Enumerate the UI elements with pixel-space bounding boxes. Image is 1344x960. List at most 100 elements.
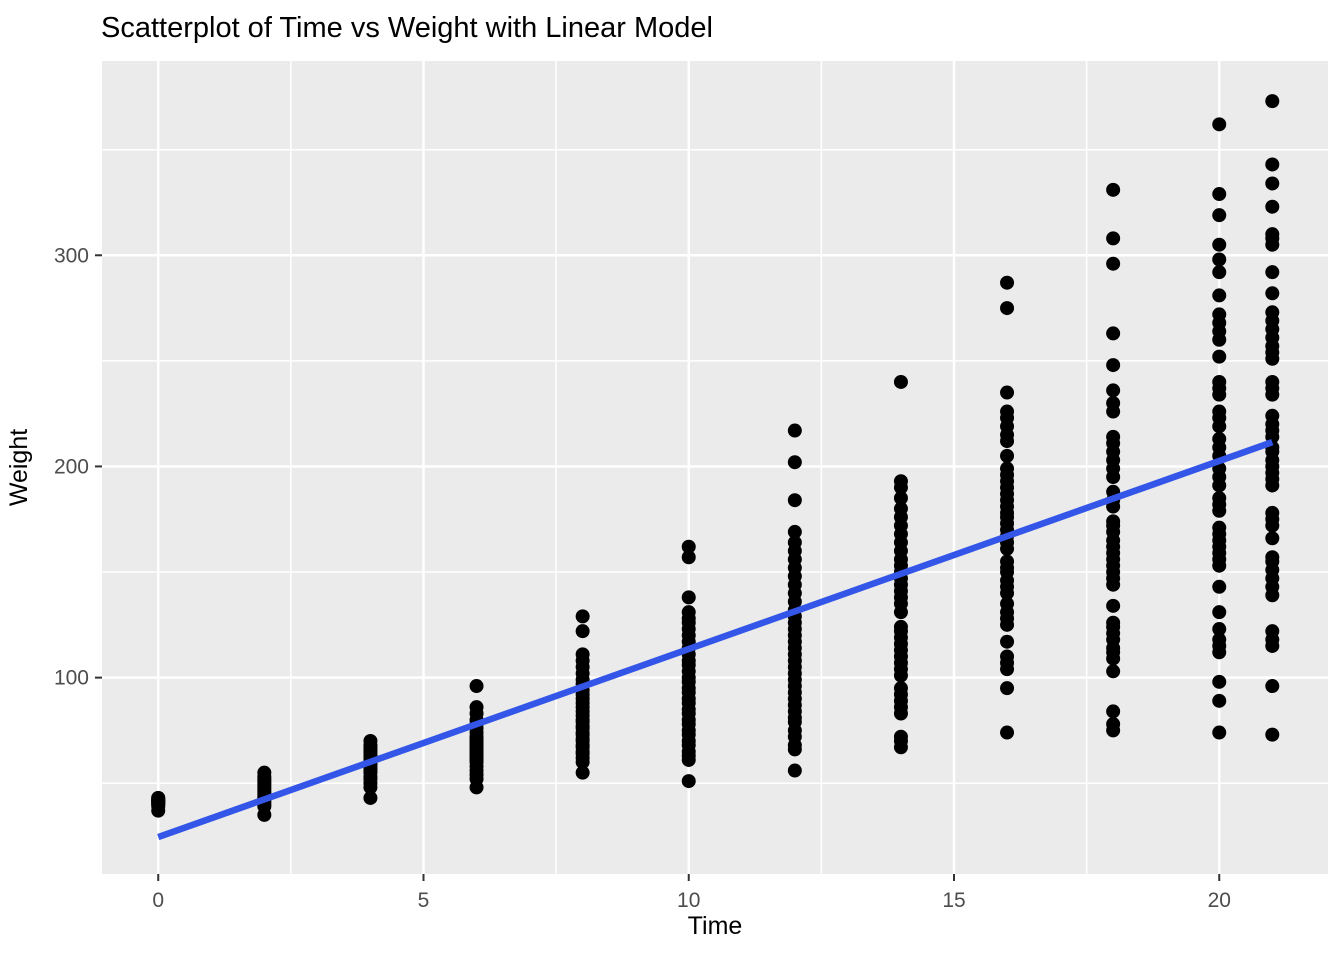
data-point (1106, 326, 1121, 341)
data-point (1000, 448, 1015, 463)
data-point (1212, 265, 1227, 280)
data-point (1000, 554, 1015, 569)
data-point (1000, 649, 1015, 664)
regression-line (157, 439, 1274, 841)
data-point (1000, 461, 1015, 476)
x-tick-label: 10 (677, 889, 700, 912)
data-point (1000, 725, 1015, 740)
data-point (1106, 358, 1121, 373)
data-point (1265, 286, 1280, 301)
data-point (1265, 265, 1280, 280)
x-tick-label: 15 (942, 889, 965, 912)
chart-title: Scatterplot of Time vs Weight with Linea… (101, 12, 713, 44)
data-point (1106, 396, 1121, 411)
y-axis-label: Weight (5, 429, 33, 506)
data-point (787, 763, 802, 778)
data-point (1265, 157, 1280, 172)
x-axis-label: Time (688, 912, 743, 940)
data-point (1212, 632, 1227, 647)
data-point (1265, 550, 1280, 565)
data-point (1265, 727, 1280, 742)
data-point (1212, 605, 1227, 620)
data-point (1106, 256, 1121, 271)
data-point (1212, 374, 1227, 389)
data-point (1265, 176, 1280, 191)
data-point (257, 765, 272, 780)
data-point (681, 539, 696, 554)
data-point (1212, 307, 1227, 322)
data-point (1212, 288, 1227, 303)
data-point (787, 455, 802, 470)
data-point (363, 790, 378, 805)
data-point (1000, 634, 1015, 649)
data-point (787, 524, 802, 539)
data-point (787, 535, 802, 550)
data-point (1212, 491, 1227, 506)
data-point (1106, 383, 1121, 398)
data-point (575, 624, 590, 639)
data-point (1106, 717, 1121, 732)
data-point (575, 765, 590, 780)
data-point (1212, 622, 1227, 637)
data-point (893, 374, 908, 389)
data-point (1265, 408, 1280, 423)
y-tick-label: 200 (54, 455, 89, 478)
data-point (1212, 674, 1227, 689)
data-point (1000, 404, 1015, 419)
x-tick-label: 20 (1208, 889, 1231, 912)
data-point (1265, 679, 1280, 694)
data-point (1212, 208, 1227, 223)
data-point (1265, 505, 1280, 520)
data-point (1106, 182, 1121, 197)
data-point (1106, 598, 1121, 613)
x-tick-label: 0 (152, 889, 164, 912)
data-point (893, 501, 908, 516)
data-point (1000, 301, 1015, 316)
data-point (1212, 349, 1227, 364)
data-point (1212, 431, 1227, 446)
data-point (893, 619, 908, 634)
data-point (363, 733, 378, 748)
data-point (1212, 693, 1227, 708)
data-point (1212, 725, 1227, 740)
x-tick-label: 5 (418, 889, 430, 912)
data-point (1212, 237, 1227, 252)
data-point (1212, 404, 1227, 419)
data-point (575, 609, 590, 624)
data-point (893, 729, 908, 744)
data-point (1106, 615, 1121, 630)
data-point (575, 647, 590, 662)
data-point (681, 590, 696, 605)
data-point (1212, 187, 1227, 202)
data-point (1106, 514, 1121, 529)
data-point (893, 681, 908, 696)
data-point (151, 790, 166, 805)
data-point (1106, 231, 1121, 246)
data-point (1106, 704, 1121, 719)
data-point (1212, 579, 1227, 594)
data-point (787, 423, 802, 438)
data-point (469, 700, 484, 715)
data-point (1265, 624, 1280, 639)
data-point (1212, 520, 1227, 535)
data-point (1106, 664, 1121, 679)
data-point (893, 474, 908, 489)
data-point (893, 491, 908, 506)
data-point (1265, 531, 1280, 546)
y-tick-label: 100 (54, 667, 89, 690)
data-point (1000, 385, 1015, 400)
data-point (1265, 199, 1280, 214)
data-point (787, 493, 802, 508)
data-point (1265, 374, 1280, 389)
y-tick-label: 300 (54, 244, 89, 267)
data-point (1212, 117, 1227, 132)
data-point (1000, 275, 1015, 290)
data-point (1265, 227, 1280, 242)
data-point (681, 605, 696, 620)
data-point (1265, 305, 1280, 320)
data-point (681, 550, 696, 565)
data-point (1000, 681, 1015, 696)
data-point (1106, 429, 1121, 444)
